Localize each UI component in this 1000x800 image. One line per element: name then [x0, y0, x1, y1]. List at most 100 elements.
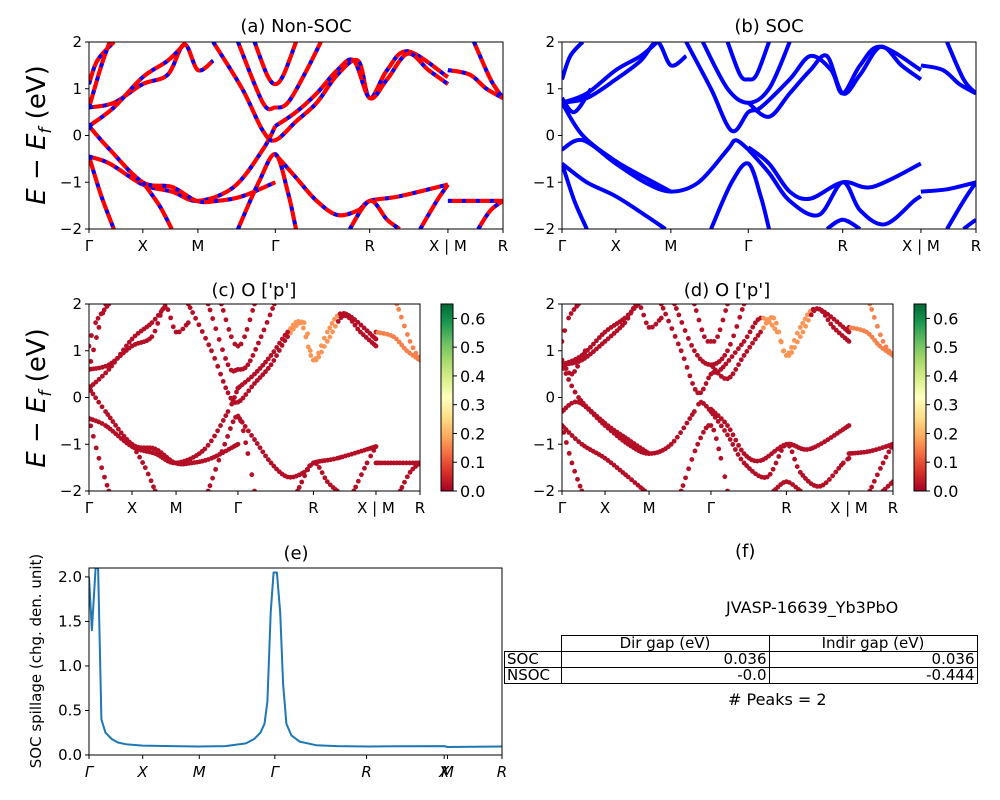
colorbar-tick-label: 0.3 [460, 396, 485, 415]
band-point [185, 320, 191, 326]
band-point [727, 427, 733, 433]
band-point [789, 449, 795, 455]
band-point [288, 326, 293, 331]
band-point [800, 329, 806, 335]
y-tick-label: −1 [533, 435, 555, 453]
band-point [223, 385, 229, 391]
band-point [223, 356, 228, 361]
band-point [880, 460, 886, 466]
colorbar-tick-label: 0.5 [460, 338, 485, 357]
band-point [213, 466, 219, 472]
x-tick-label: Γ [234, 499, 243, 517]
band-point [242, 334, 247, 340]
band-point [121, 433, 127, 439]
band-point [225, 409, 231, 414]
band-point [722, 352, 728, 358]
band-point [671, 438, 677, 444]
band-point [145, 471, 151, 477]
band-point [794, 339, 800, 345]
band-point [825, 317, 831, 323]
panel-c-plot-area: −2 −1 0 1 2 Γ X M Γ R X | M R [60, 295, 425, 517]
band-point [741, 339, 747, 344]
band-point [417, 460, 420, 466]
band-point [93, 445, 99, 451]
band-point [301, 469, 307, 475]
band-point [792, 345, 797, 350]
panel-d-colorbar: 0.0 0.1 0.2 0.3 0.4 0.5 0.6 [913, 303, 958, 501]
band-point [794, 464, 800, 470]
band-point [730, 432, 736, 438]
band-point [890, 479, 893, 485]
band-point [324, 479, 330, 485]
band-point [653, 321, 659, 327]
panel-b-soc: (b) SOC −2 −1 0 1 2 Γ X M Γ R X | M R [533, 16, 981, 255]
band-point [562, 339, 565, 344]
band-point [732, 350, 738, 356]
x-tick-label: X [600, 499, 610, 517]
band-point [90, 391, 96, 397]
band-line-overlay [472, 42, 503, 100]
band-point [215, 363, 221, 369]
band-point [747, 329, 753, 335]
band-point [698, 435, 704, 441]
band-point [694, 352, 700, 358]
band-point [678, 430, 683, 436]
band-point [148, 478, 154, 484]
band-point [93, 395, 99, 401]
x-tick-label: M [664, 237, 677, 255]
band-point [216, 457, 222, 463]
band-point [316, 354, 322, 360]
band-point [106, 488, 112, 491]
band-point [579, 488, 585, 491]
band-point [203, 335, 208, 341]
band-point [722, 428, 727, 433]
band-point [711, 339, 717, 344]
band-point [800, 320, 806, 326]
band-point [717, 327, 723, 333]
x-tick-label: R [308, 499, 318, 517]
band-point [206, 342, 212, 348]
x-tick-label: X [438, 763, 450, 781]
band-point [562, 361, 567, 366]
band-point [228, 334, 234, 340]
band-point [322, 475, 328, 481]
band-point [673, 306, 679, 311]
x-tick-label: X [137, 763, 149, 781]
band-point [123, 343, 129, 349]
band-line-overlay [89, 42, 186, 128]
band-line [725, 42, 771, 82]
colorbar-tick-label: 0.0 [933, 482, 958, 501]
band-point [118, 430, 124, 436]
band-point [253, 347, 259, 352]
band-point [349, 318, 355, 324]
panel-b-title: (b) SOC [734, 16, 803, 37]
band-point [250, 308, 256, 313]
band-point [874, 472, 880, 478]
band-point [846, 455, 852, 461]
band-point [703, 403, 709, 409]
band-point [773, 320, 779, 326]
band-line-overlay [236, 42, 323, 112]
band-point [271, 349, 277, 355]
bands-group [89, 42, 503, 229]
band-point [257, 445, 263, 451]
gap-table-header-indir: Indir gap (eV) [768, 635, 978, 652]
band-point [373, 444, 379, 449]
band-point [212, 433, 217, 439]
band-point [321, 344, 327, 349]
band-point [701, 429, 706, 435]
band-point [213, 326, 219, 332]
band-point [779, 448, 784, 453]
plot-frame [88, 303, 421, 492]
band-point [890, 441, 893, 447]
band-point [828, 314, 834, 320]
y-tick-label: 1 [72, 80, 82, 98]
band-point [107, 415, 113, 421]
band-point [635, 304, 641, 307]
band-line [920, 63, 976, 96]
band-point [129, 336, 135, 342]
band-point [270, 306, 275, 311]
band-point [710, 411, 716, 417]
band-point [846, 329, 852, 335]
material-id-label: JVASP-16639_Yb3PbO [726, 598, 899, 617]
